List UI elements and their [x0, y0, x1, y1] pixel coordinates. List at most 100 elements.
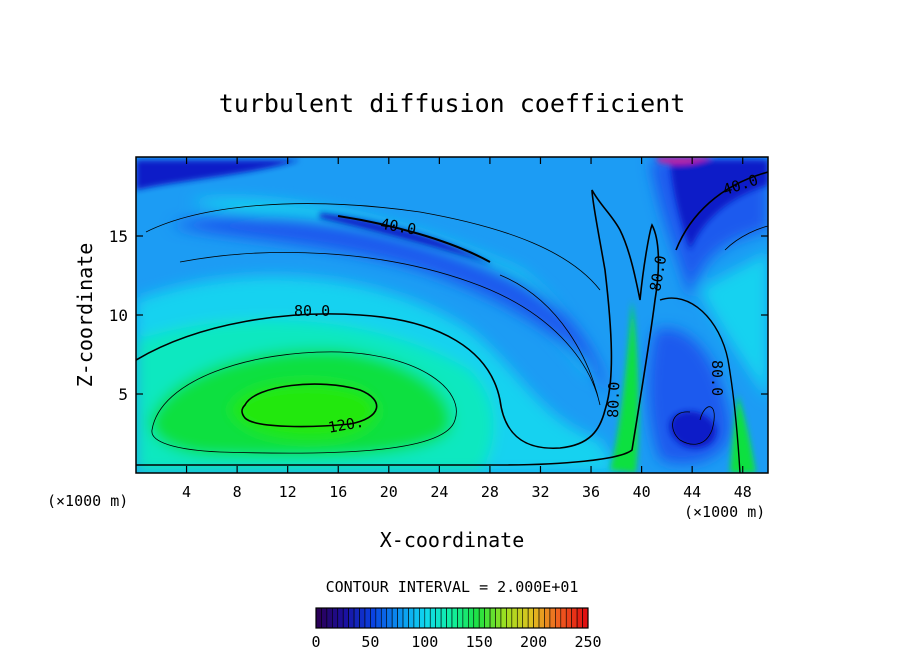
- chart-title: turbulent diffusion coefficient: [219, 89, 686, 118]
- contour-label: 80.0: [294, 302, 330, 320]
- field-region-green-plume-1: [610, 300, 639, 473]
- colorbar-tick-label: 0: [311, 633, 320, 651]
- colorbar-cell: [495, 607, 502, 629]
- y-axis: 5 10 15: [109, 227, 768, 404]
- colorbar-cell: [397, 607, 404, 629]
- x-tick-label: 48: [734, 483, 752, 501]
- colorbar-tick-labels: 0 50 100 150 200 250: [311, 633, 601, 651]
- colorbar-cell: [506, 607, 513, 629]
- colorbar-cell: [549, 607, 556, 629]
- colorbar-cell: [462, 607, 469, 629]
- colorbar-cell: [446, 607, 453, 629]
- colorbar-cell: [522, 607, 529, 629]
- contour-thin-upper: [145, 203, 601, 291]
- colorbar-cell: [560, 607, 567, 629]
- colorbar-cell: [353, 607, 360, 629]
- colorbar-cell: [527, 607, 534, 629]
- x-tick-label: 20: [380, 483, 398, 501]
- contour-thin-mid: [179, 252, 601, 406]
- colorbar-cell: [582, 607, 589, 629]
- contour-thin-green: [151, 351, 457, 454]
- colorbar-tick-label: 150: [466, 633, 493, 651]
- x-tick-label: 16: [329, 483, 347, 501]
- plot-area: [136, 157, 768, 473]
- contour-label: 80.0: [708, 360, 726, 396]
- x-unit-label-right: (×1000 m): [684, 503, 765, 521]
- contour-interval-text: CONTOUR INTERVAL = 2.000E+01: [326, 578, 579, 596]
- contour-label: 80.0: [604, 381, 623, 418]
- contour-40-top-right: [675, 171, 768, 251]
- y-axis-label: Z-coordinate: [73, 243, 97, 388]
- y-tick-label: 5: [118, 385, 128, 404]
- contour-80-right: [659, 297, 741, 473]
- contour-label: 40.0: [379, 215, 418, 239]
- colorbar-cell: [478, 607, 485, 629]
- contour-label: 80.0: [646, 254, 670, 293]
- colorbar-cell: [571, 607, 578, 629]
- colorbar-cell: [332, 607, 339, 629]
- colorbar-cell: [565, 607, 572, 629]
- colorbar-cell: [326, 607, 333, 629]
- contour-thin-right: [672, 406, 715, 445]
- contour-lines: [136, 171, 768, 473]
- colorbar-cell: [359, 607, 366, 629]
- field-region-cyan-right: [700, 250, 768, 400]
- colorbar-cell: [315, 607, 322, 629]
- x-axis-label: X-coordinate: [380, 528, 525, 552]
- colorbar-cell: [435, 607, 442, 629]
- colorbar-cell: [391, 607, 398, 629]
- y-tick-label: 10: [109, 306, 128, 325]
- x-tick-label: 32: [531, 483, 549, 501]
- colorbar-tick-label: 50: [361, 633, 379, 651]
- colorbar-cell: [370, 607, 377, 629]
- colorbar-cell: [500, 607, 507, 629]
- y-tick-label: 15: [109, 227, 128, 246]
- colorbar-cell: [429, 607, 436, 629]
- colorbar-cell: [402, 607, 409, 629]
- x-tick-label: 36: [582, 483, 600, 501]
- field-region-purple-top: [655, 157, 712, 165]
- x-axis: 4 8 12 16 20 24 28 32 36 40 44 48: [182, 157, 752, 501]
- colorbar-cell: [457, 607, 464, 629]
- x-tick-label: 28: [481, 483, 499, 501]
- colorbar-tick-label: 100: [411, 633, 438, 651]
- field-region-dark-blue-streak: [320, 213, 492, 265]
- colorbar: [315, 607, 589, 629]
- contour-40-left: [337, 215, 491, 263]
- colorbar-cell: [386, 607, 393, 629]
- colorbar-frame: [315, 607, 589, 629]
- colorbar-cell: [484, 607, 491, 629]
- x-tick-label: 40: [633, 483, 651, 501]
- contour-120: [241, 383, 378, 428]
- colorbar-cell: [424, 607, 431, 629]
- colorbar-cell: [348, 607, 355, 629]
- colorbar-cell: [419, 607, 426, 629]
- colorbar-cell: [489, 607, 496, 629]
- contour-80-big: [136, 189, 660, 466]
- colorbar-cell: [408, 607, 415, 629]
- colorbar-cell: [440, 607, 447, 629]
- colorbar-tick-label: 200: [520, 633, 547, 651]
- field-region-blue: [170, 216, 610, 400]
- x-tick-label: 8: [233, 483, 242, 501]
- field-region-dark-blue-top-right: [670, 160, 768, 250]
- colorbar-cell: [375, 607, 382, 629]
- colorbar-cell: [511, 607, 518, 629]
- contour-labels: 40.0 80.0 120. 80.0 80.0 80.0 40.0: [294, 171, 760, 437]
- field-region-green-plume-2: [730, 395, 756, 473]
- colorbar-cell: [413, 607, 420, 629]
- colorbar-cell: [544, 607, 551, 629]
- field-region-dark-blue-top-left: [136, 160, 300, 190]
- colorbar-cell: [576, 607, 583, 629]
- colorbar-cell: [555, 607, 562, 629]
- colorbar-cell: [364, 607, 371, 629]
- colorbar-cell: [533, 607, 540, 629]
- x-tick-label: 24: [430, 483, 448, 501]
- colorbar-cell: [337, 607, 344, 629]
- colorbar-cell: [538, 607, 545, 629]
- colorbar-cell: [468, 607, 475, 629]
- x-unit-label-left: (×1000 m): [47, 492, 128, 510]
- colorbar-cell: [473, 607, 480, 629]
- contour-thin-right2: [724, 225, 768, 251]
